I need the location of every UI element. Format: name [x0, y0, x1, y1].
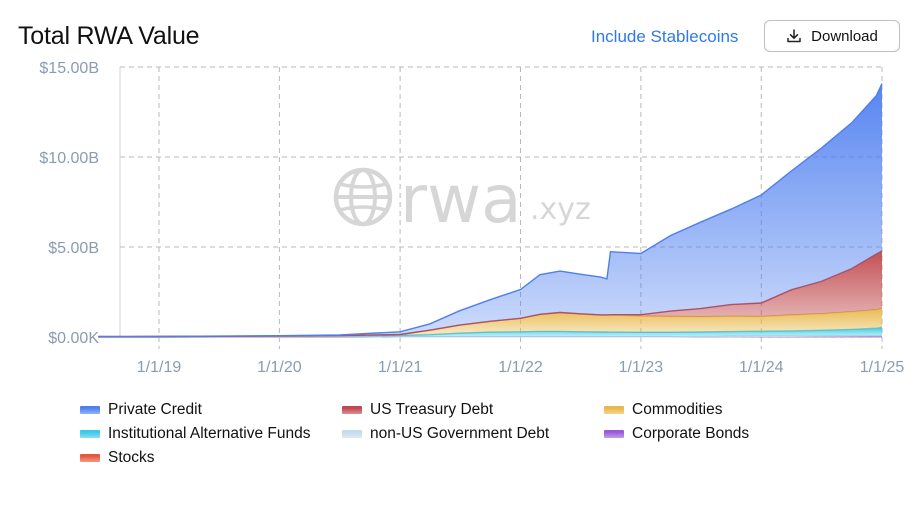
legend-swatch: [604, 405, 624, 414]
legend-label: non-US Government Debt: [370, 424, 550, 442]
y-tick-label: $15.00B: [39, 60, 99, 77]
x-tick-label: 1/1/22: [498, 359, 543, 376]
legend-swatch: [604, 429, 624, 438]
legend-item[interactable]: Stocks: [80, 448, 342, 467]
series-line-private-credit: [98, 83, 883, 338]
x-tick-label: 1/1/19: [137, 359, 182, 376]
y-tick-label: $10.00B: [39, 150, 99, 167]
x-tick-label: 1/1/23: [619, 359, 664, 376]
chart-areas: [98, 83, 883, 338]
legend-swatch: [342, 405, 362, 414]
watermark: rwa .xyz: [333, 161, 591, 238]
legend-swatch: [80, 429, 100, 438]
legend-item[interactable]: Institutional Alternative Funds: [80, 424, 342, 443]
legend-item[interactable]: Commodities: [604, 400, 840, 419]
x-tick-label: 1/1/25: [860, 359, 905, 376]
y-tick-label: $0.00K: [48, 330, 99, 347]
chart-legend: Private Credit US Treasury Debt Commoditie…: [80, 400, 840, 467]
legend-label: Stocks: [108, 448, 155, 466]
x-tick-label: 1/1/20: [257, 359, 302, 376]
page-title: Total RWA Value: [18, 22, 200, 50]
x-tick-label: 1/1/24: [739, 359, 784, 376]
legend-item[interactable]: non-US Government Debt: [342, 424, 604, 443]
legend-label: Commodities: [632, 400, 723, 418]
legend-label: US Treasury Debt: [370, 400, 494, 418]
download-icon: [786, 28, 802, 44]
series-area-commodities: [98, 308, 883, 337]
rwa-area-chart: rwa .xyz $0.00K $5.00B $10.00B $15.00B 1/1/1…: [39, 60, 905, 376]
x-tick-label: 1/1/21: [378, 359, 423, 376]
legend-swatch: [80, 405, 100, 414]
legend-label: Private Credit: [108, 400, 202, 418]
globe-icon: [333, 167, 393, 227]
watermark-text: rwa: [400, 161, 522, 238]
download-button[interactable]: Download: [764, 20, 900, 52]
y-tick-label: $5.00B: [48, 240, 99, 257]
series-area-private-credit: [98, 83, 883, 337]
watermark-suffix: .xyz: [530, 192, 591, 227]
legend-item[interactable]: Private Credit: [80, 400, 342, 419]
legend-label: Corporate Bonds: [632, 424, 750, 442]
legend-label: Institutional Alternative Funds: [108, 424, 311, 442]
legend-item[interactable]: US Treasury Debt: [342, 400, 604, 419]
download-label: Download: [811, 27, 878, 45]
legend-item[interactable]: Corporate Bonds: [604, 424, 840, 443]
legend-swatch: [80, 453, 100, 462]
include-stablecoins-toggle[interactable]: Include Stablecoins: [591, 27, 739, 46]
series-area-us-treasury-debt: [98, 251, 883, 337]
legend-swatch: [342, 429, 362, 438]
